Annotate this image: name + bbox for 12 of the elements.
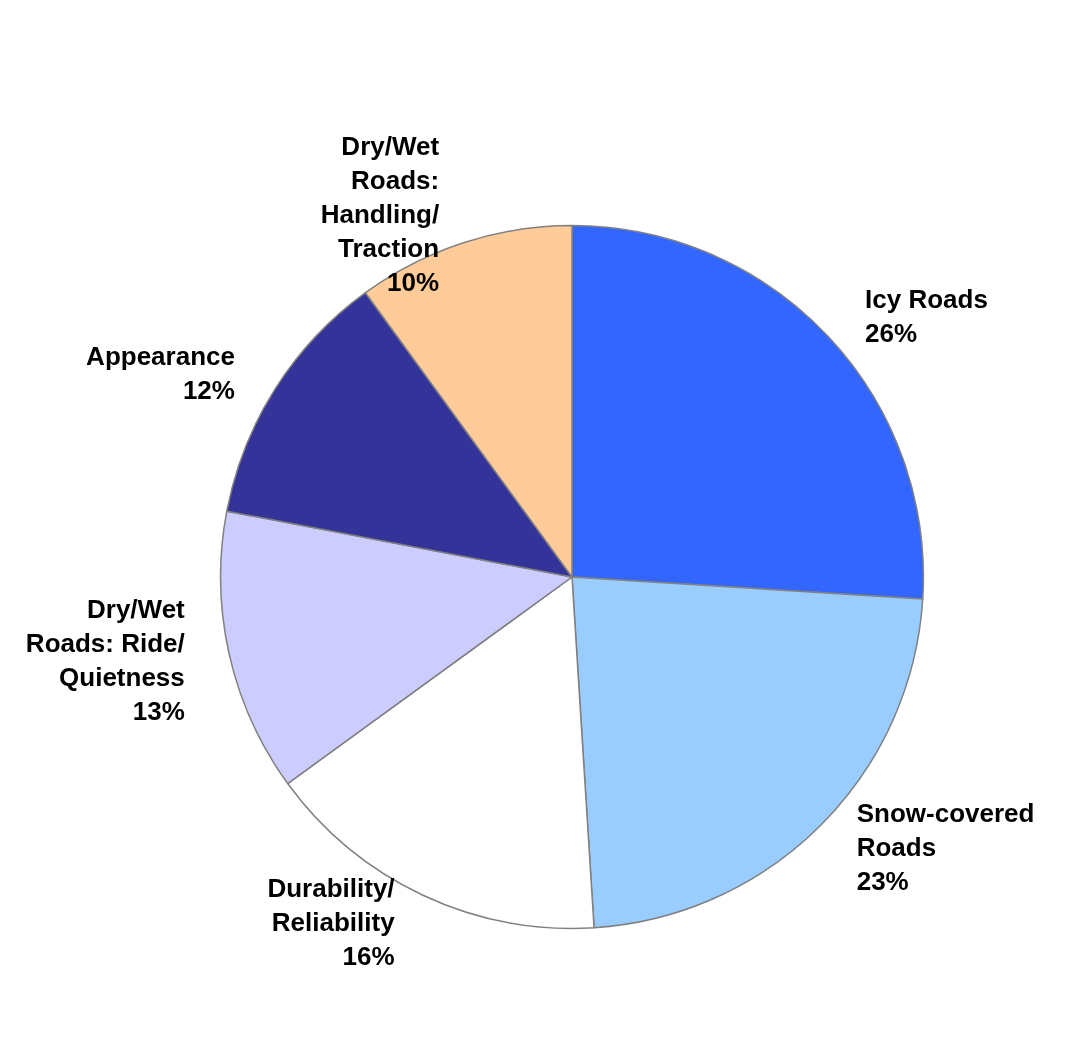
data-label: 12% — [182, 374, 235, 405]
data-label: 10% — [387, 267, 440, 298]
slice-label: Icy Roads — [865, 283, 988, 314]
data-label: 16% — [342, 941, 395, 972]
data-label: 26% — [865, 317, 918, 348]
data-label: 13% — [132, 696, 185, 727]
slice-label: Dry/Wet Roads: Ride/Quietness — [25, 594, 186, 693]
data-label: 23% — [856, 865, 909, 896]
slice-label: Durability/Reliability — [267, 873, 396, 938]
slice-label: Appearance — [86, 340, 235, 371]
slice-label: Dry/Wet Roads: Handling/Traction — [320, 131, 440, 264]
slice-label: Snow-covered Roads — [856, 797, 1035, 862]
